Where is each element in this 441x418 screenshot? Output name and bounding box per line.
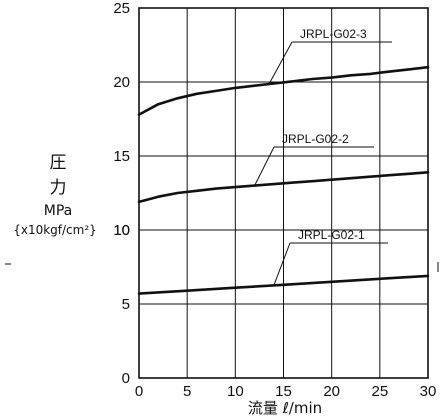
y-tick-label-5: 25 bbox=[113, 0, 130, 17]
x-tick-label-1: 5 bbox=[183, 383, 191, 400]
x-tick-label-0: 0 bbox=[135, 383, 143, 400]
y-tick-label-4: 20 bbox=[113, 74, 130, 91]
series-callouts: JRPL-G02-3 JRPL-G02-2 JRPL-G02-1 bbox=[254, 27, 392, 286]
y-label-line-3: MPa bbox=[44, 203, 72, 219]
y-tick-label-0: 0 bbox=[122, 370, 130, 387]
y-tick-label-secondary-0: 10 bbox=[113, 222, 130, 239]
series-label-2: JRPL-G02-2 bbox=[282, 132, 349, 146]
y-tick-label-1: 5 bbox=[122, 296, 130, 313]
x-tick-label-4: 20 bbox=[323, 383, 340, 400]
callout-leader-2 bbox=[254, 146, 275, 186]
callout-leader-1 bbox=[268, 41, 293, 85]
y-axis-label: 圧 力 MPa {x10kgf/cm²} bbox=[13, 153, 97, 237]
series-label-1: JRPL-G02-3 bbox=[300, 27, 367, 41]
x-tick-labels: 0 5 10 15 20 25 30 bbox=[135, 383, 437, 400]
callout-leader-3 bbox=[273, 242, 291, 286]
y-label-line-1: 圧 bbox=[50, 153, 67, 173]
x-tick-label-2: 10 bbox=[227, 383, 244, 400]
x-tick-label-3: 15 bbox=[275, 383, 292, 400]
series-line-2 bbox=[137, 171, 430, 204]
y-label-line-2: 力 bbox=[50, 178, 67, 198]
x-tick-label-5: 25 bbox=[371, 383, 388, 400]
y-tick-label-2: 10 bbox=[113, 222, 130, 239]
x-axis-label: 流量 ℓ/min bbox=[248, 399, 322, 417]
series-label-3: JRPL-G02-1 bbox=[298, 228, 365, 242]
y-tick-label-3: 15 bbox=[113, 148, 130, 165]
plot-frame bbox=[138, 7, 429, 379]
x-tick-label-6: 30 bbox=[420, 383, 437, 400]
series-line-3 bbox=[137, 274, 430, 295]
y-label-line-4: {x10kgf/cm²} bbox=[13, 223, 97, 237]
series-line-1 bbox=[137, 65, 430, 116]
series-group bbox=[137, 65, 430, 295]
